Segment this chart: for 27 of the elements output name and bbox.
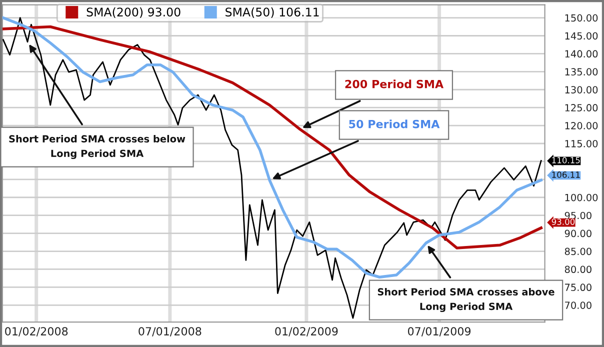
annotation: Short Period SMA crosses below Long Period SMA (9, 134, 186, 160)
y-tick-label: 130.00 (565, 86, 598, 94)
annotation: 106.11 (552, 172, 580, 178)
annotation: 50 Period SMA (349, 120, 440, 128)
legend-label: SMA(200) 93.00 (86, 7, 180, 18)
x-tick-label: 01/02/2009 (275, 327, 338, 336)
x-tick-label: 07/01/2008 (138, 327, 202, 336)
y-tick-label: 145.00 (565, 32, 598, 40)
y-tick-label: 140.00 (565, 50, 598, 58)
annotation: 110.15 (552, 157, 580, 164)
y-tick-label: 135.00 (565, 68, 598, 76)
legend-label: SMA(50) 106.11 (226, 7, 319, 18)
annotation: 93.00 (552, 218, 575, 225)
y-tick-label: 90.00 (564, 230, 592, 238)
annotation: 200 Period SMA (345, 80, 444, 88)
x-tick-label: 07/01/2009 (408, 327, 471, 336)
annotation: Short Period SMA crosses above Long Period SMA (378, 288, 554, 312)
y-tick-label: 125.00 (565, 104, 598, 112)
y-tick-label: 80.00 (564, 266, 592, 274)
y-tick-label: 150.00 (565, 14, 598, 22)
y-tick-label: 100.00 (565, 194, 598, 202)
y-tick-label: 75.00 (565, 284, 592, 292)
x-tick-label: 01/02/2008 (5, 327, 68, 336)
y-tick-label: 120.00 (565, 122, 598, 130)
y-tick-label: 85.00 (564, 248, 592, 256)
y-tick-label: 115.00 (565, 140, 598, 148)
y-tick-label: 70.00 (565, 302, 592, 309)
